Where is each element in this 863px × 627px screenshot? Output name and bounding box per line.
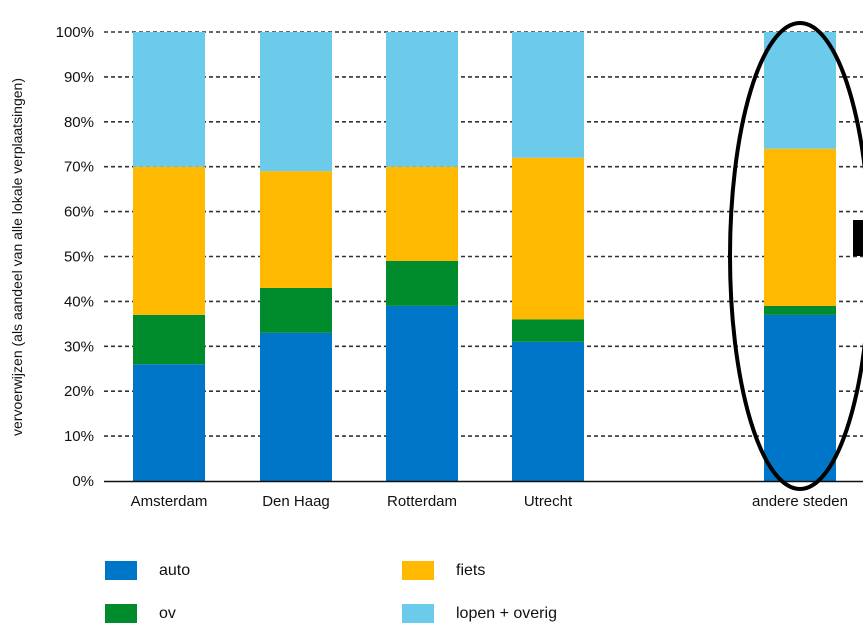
y-tick-label: 30% xyxy=(64,338,94,355)
bar-segment xyxy=(764,314,836,481)
bar-segment xyxy=(260,332,332,481)
legend-swatch xyxy=(105,561,137,580)
bar-segment xyxy=(512,319,584,342)
bar-segment xyxy=(260,32,332,172)
legend-item: auto xyxy=(105,561,190,580)
y-tick-label: 10% xyxy=(64,428,94,445)
x-tick-label: Rotterdam xyxy=(387,493,457,510)
bar-segment xyxy=(512,341,584,481)
x-tick-label: Utrecht xyxy=(524,493,573,510)
bar-segment xyxy=(764,148,836,306)
x-tick-label: Amsterdam xyxy=(131,493,208,510)
bar-segment xyxy=(133,166,205,315)
legend-item: fiets xyxy=(402,561,485,580)
highlight-ellipse xyxy=(728,21,863,491)
bar-segment xyxy=(386,305,458,481)
y-tick-label: 0% xyxy=(72,473,94,490)
bar-segment xyxy=(386,260,458,306)
y-axis-label: vervoerwijzen (als aandeel van alle loka… xyxy=(9,78,25,436)
edge-marker xyxy=(853,220,863,256)
bars xyxy=(133,32,836,481)
legend-label: ov xyxy=(159,604,176,622)
legend-swatch xyxy=(105,604,137,623)
y-tick-label: 80% xyxy=(64,114,94,131)
bar-segment xyxy=(133,364,205,481)
legend-swatch xyxy=(402,561,434,580)
x-tick-label: andere steden xyxy=(752,493,848,510)
legend-label: lopen + overig xyxy=(456,604,557,622)
bar-segment xyxy=(764,305,836,315)
bar-segment xyxy=(260,171,332,288)
y-axis-ticks: 0% 10% 20% 30% 40% 50% 60% 70% 80% 90% 100% xyxy=(56,24,94,490)
y-tick-label: 100% xyxy=(56,24,94,41)
y-tick-label: 20% xyxy=(64,383,94,400)
x-axis-ticks: Amsterdam Den Haag Rotterdam Utrecht andere … xyxy=(131,493,848,510)
bar-segment xyxy=(133,32,205,167)
bar-segment xyxy=(386,166,458,261)
bar-segment xyxy=(512,32,584,158)
legend-item: lopen + overig xyxy=(402,604,557,623)
legend-item: ov xyxy=(105,604,176,623)
y-tick-label: 70% xyxy=(64,159,94,176)
gridlines xyxy=(104,31,863,437)
x-tick-label: Den Haag xyxy=(262,493,330,510)
y-tick-label: 40% xyxy=(64,293,94,310)
bar-segment xyxy=(386,32,458,167)
bar-segment xyxy=(133,314,205,365)
bar-segment xyxy=(512,157,584,320)
y-tick-label: 90% xyxy=(64,69,94,86)
legend-swatch xyxy=(402,604,434,623)
legend-label: auto xyxy=(159,561,191,579)
y-tick-label: 60% xyxy=(64,204,94,221)
y-tick-label: 50% xyxy=(64,249,94,266)
bar-segment xyxy=(260,287,332,333)
bar-segment xyxy=(764,32,836,149)
legend-label: fiets xyxy=(456,561,486,579)
